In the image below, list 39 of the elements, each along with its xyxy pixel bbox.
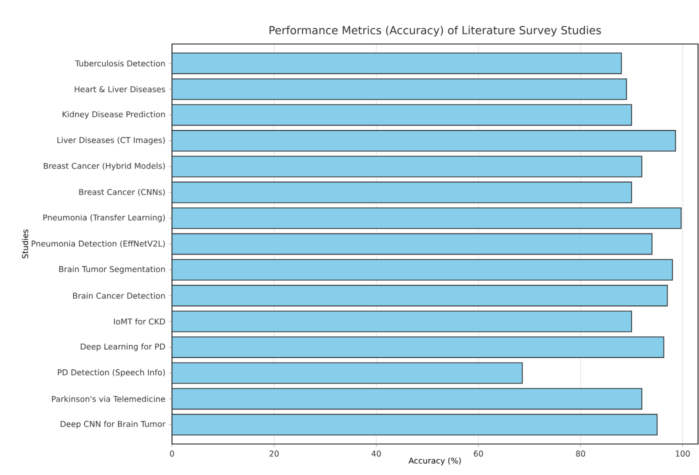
y-tick-label: Kidney Disease Prediction xyxy=(62,111,165,119)
bar xyxy=(172,336,664,358)
y-tick-label: Heart & Liver Diseases xyxy=(74,86,166,92)
y-tick-label: Pneumonia (Transfer Learning) xyxy=(43,214,165,222)
x-tick-label: 20 xyxy=(270,450,279,457)
x-tick-label: 100 xyxy=(676,450,690,457)
chart-title: Performance Metrics (Accuracy) of Literature Survey Studies xyxy=(270,26,601,36)
bar xyxy=(172,182,632,204)
bar xyxy=(172,233,652,255)
bar xyxy=(172,52,622,74)
y-tick-label: Liver Diseases (CT Images) xyxy=(57,136,165,145)
y-tick-label: Tuberculosis Detection xyxy=(75,60,165,66)
y-tick-label: Pneumonia Detection (EffNetV2L) xyxy=(32,240,165,248)
x-axis-title: Accuracy (%) xyxy=(408,457,461,466)
bar xyxy=(172,284,668,306)
bar xyxy=(172,388,642,410)
y-tick-label: Deep Learning for PD xyxy=(80,343,165,352)
x-tick-label: 40 xyxy=(372,450,381,457)
bar xyxy=(172,207,682,229)
bar xyxy=(172,259,673,281)
x-tick-label: 80 xyxy=(576,450,586,457)
y-tick-label: Deep CNN for Brain Tumor xyxy=(60,420,166,429)
y-tick-label: Brain Cancer Detection xyxy=(73,292,165,299)
y-tick-label: Breast Cancer (Hybrid Models) xyxy=(44,162,165,170)
y-axis-title: Studies xyxy=(22,230,28,258)
x-tick-label: 60 xyxy=(474,450,483,457)
bar xyxy=(172,414,658,436)
bar xyxy=(172,104,632,126)
bar xyxy=(172,130,676,152)
y-tick-label: Brain Tumor Segmentation xyxy=(59,266,165,274)
y-tick-label: PD Detection (Speech Info) xyxy=(58,369,165,377)
bar xyxy=(172,78,627,100)
bar xyxy=(172,156,642,178)
y-tick-label: Parkinson's via Telemedicine xyxy=(52,396,166,402)
y-tick-label: IoMT for CKD xyxy=(114,318,165,325)
x-tick-label: 0 xyxy=(170,450,174,457)
bar xyxy=(172,310,632,332)
y-tick-label: Breast Cancer (CNNs) xyxy=(79,188,165,196)
bar xyxy=(172,362,523,384)
